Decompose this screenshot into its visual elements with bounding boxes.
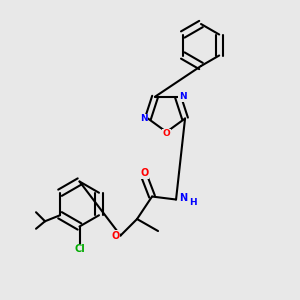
- Text: N: N: [178, 92, 186, 101]
- Text: O: O: [163, 129, 170, 138]
- Text: N: N: [179, 193, 188, 203]
- Text: O: O: [140, 168, 149, 178]
- Text: O: O: [111, 230, 119, 241]
- Text: Cl: Cl: [74, 244, 85, 254]
- Text: H: H: [189, 198, 196, 207]
- Text: N: N: [140, 114, 147, 123]
